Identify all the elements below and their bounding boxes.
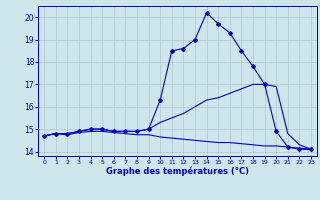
X-axis label: Graphe des températures (°C): Graphe des températures (°C) <box>106 167 249 176</box>
